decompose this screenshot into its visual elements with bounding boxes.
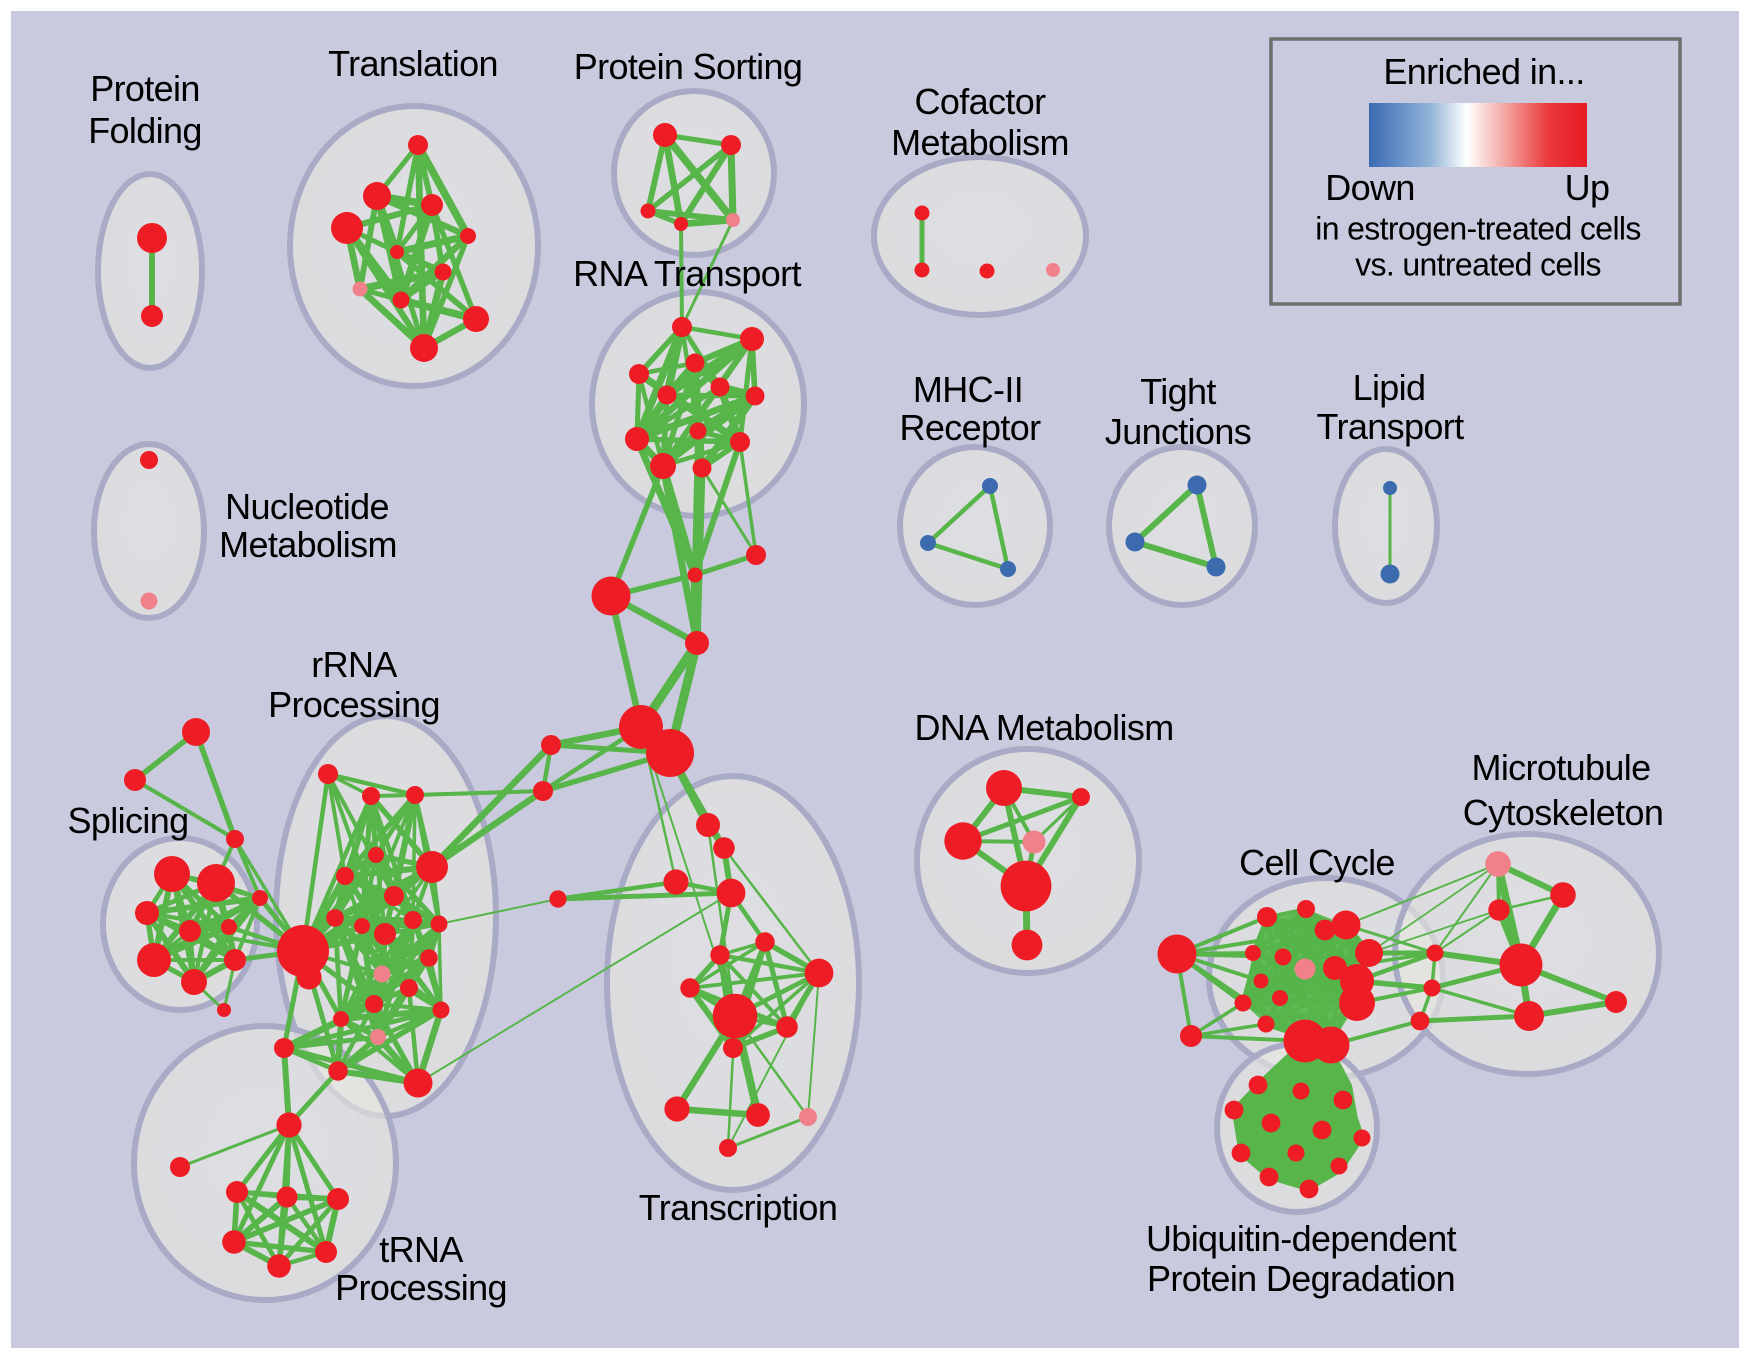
svg-text:rRNA: rRNA [311, 644, 397, 685]
svg-text:Tight: Tight [1140, 371, 1216, 412]
svg-text:tRNA: tRNA [379, 1229, 463, 1270]
svg-text:Junctions: Junctions [1105, 411, 1251, 452]
svg-text:Translation: Translation [328, 43, 498, 84]
svg-text:DNA Metabolism: DNA Metabolism [914, 707, 1173, 748]
svg-text:Lipid: Lipid [1353, 367, 1426, 408]
svg-text:Transcription: Transcription [639, 1187, 837, 1228]
svg-text:Splicing: Splicing [68, 800, 189, 841]
svg-text:Transport: Transport [1317, 406, 1465, 447]
svg-text:Receptor: Receptor [900, 407, 1042, 448]
svg-text:vs. untreated cells: vs. untreated cells [1355, 247, 1601, 283]
svg-text:Processing: Processing [335, 1267, 507, 1308]
svg-text:Folding: Folding [88, 110, 202, 151]
svg-text:Metabolism: Metabolism [891, 122, 1069, 163]
svg-text:Down: Down [1325, 167, 1414, 208]
svg-text:Cofactor: Cofactor [915, 81, 1047, 122]
svg-text:RNA Transport: RNA Transport [573, 253, 801, 294]
svg-text:Protein Degradation: Protein Degradation [1147, 1258, 1455, 1299]
svg-text:Protein Sorting: Protein Sorting [574, 46, 803, 87]
svg-text:Ubiquitin-dependent: Ubiquitin-dependent [1146, 1218, 1457, 1259]
svg-text:Nucleotide: Nucleotide [225, 486, 389, 527]
svg-text:Up: Up [1565, 167, 1610, 208]
svg-text:Processing: Processing [268, 684, 440, 725]
svg-text:Microtubule: Microtubule [1471, 747, 1650, 788]
svg-text:MHC-II: MHC-II [913, 369, 1023, 410]
svg-text:in estrogen-treated cells: in estrogen-treated cells [1315, 211, 1641, 247]
svg-text:Cytoskeleton: Cytoskeleton [1463, 792, 1663, 833]
svg-text:Cell Cycle: Cell Cycle [1239, 842, 1395, 883]
svg-text:Protein: Protein [90, 68, 200, 109]
svg-text:Enriched in...: Enriched in... [1383, 51, 1584, 92]
svg-text:Metabolism: Metabolism [219, 524, 397, 565]
